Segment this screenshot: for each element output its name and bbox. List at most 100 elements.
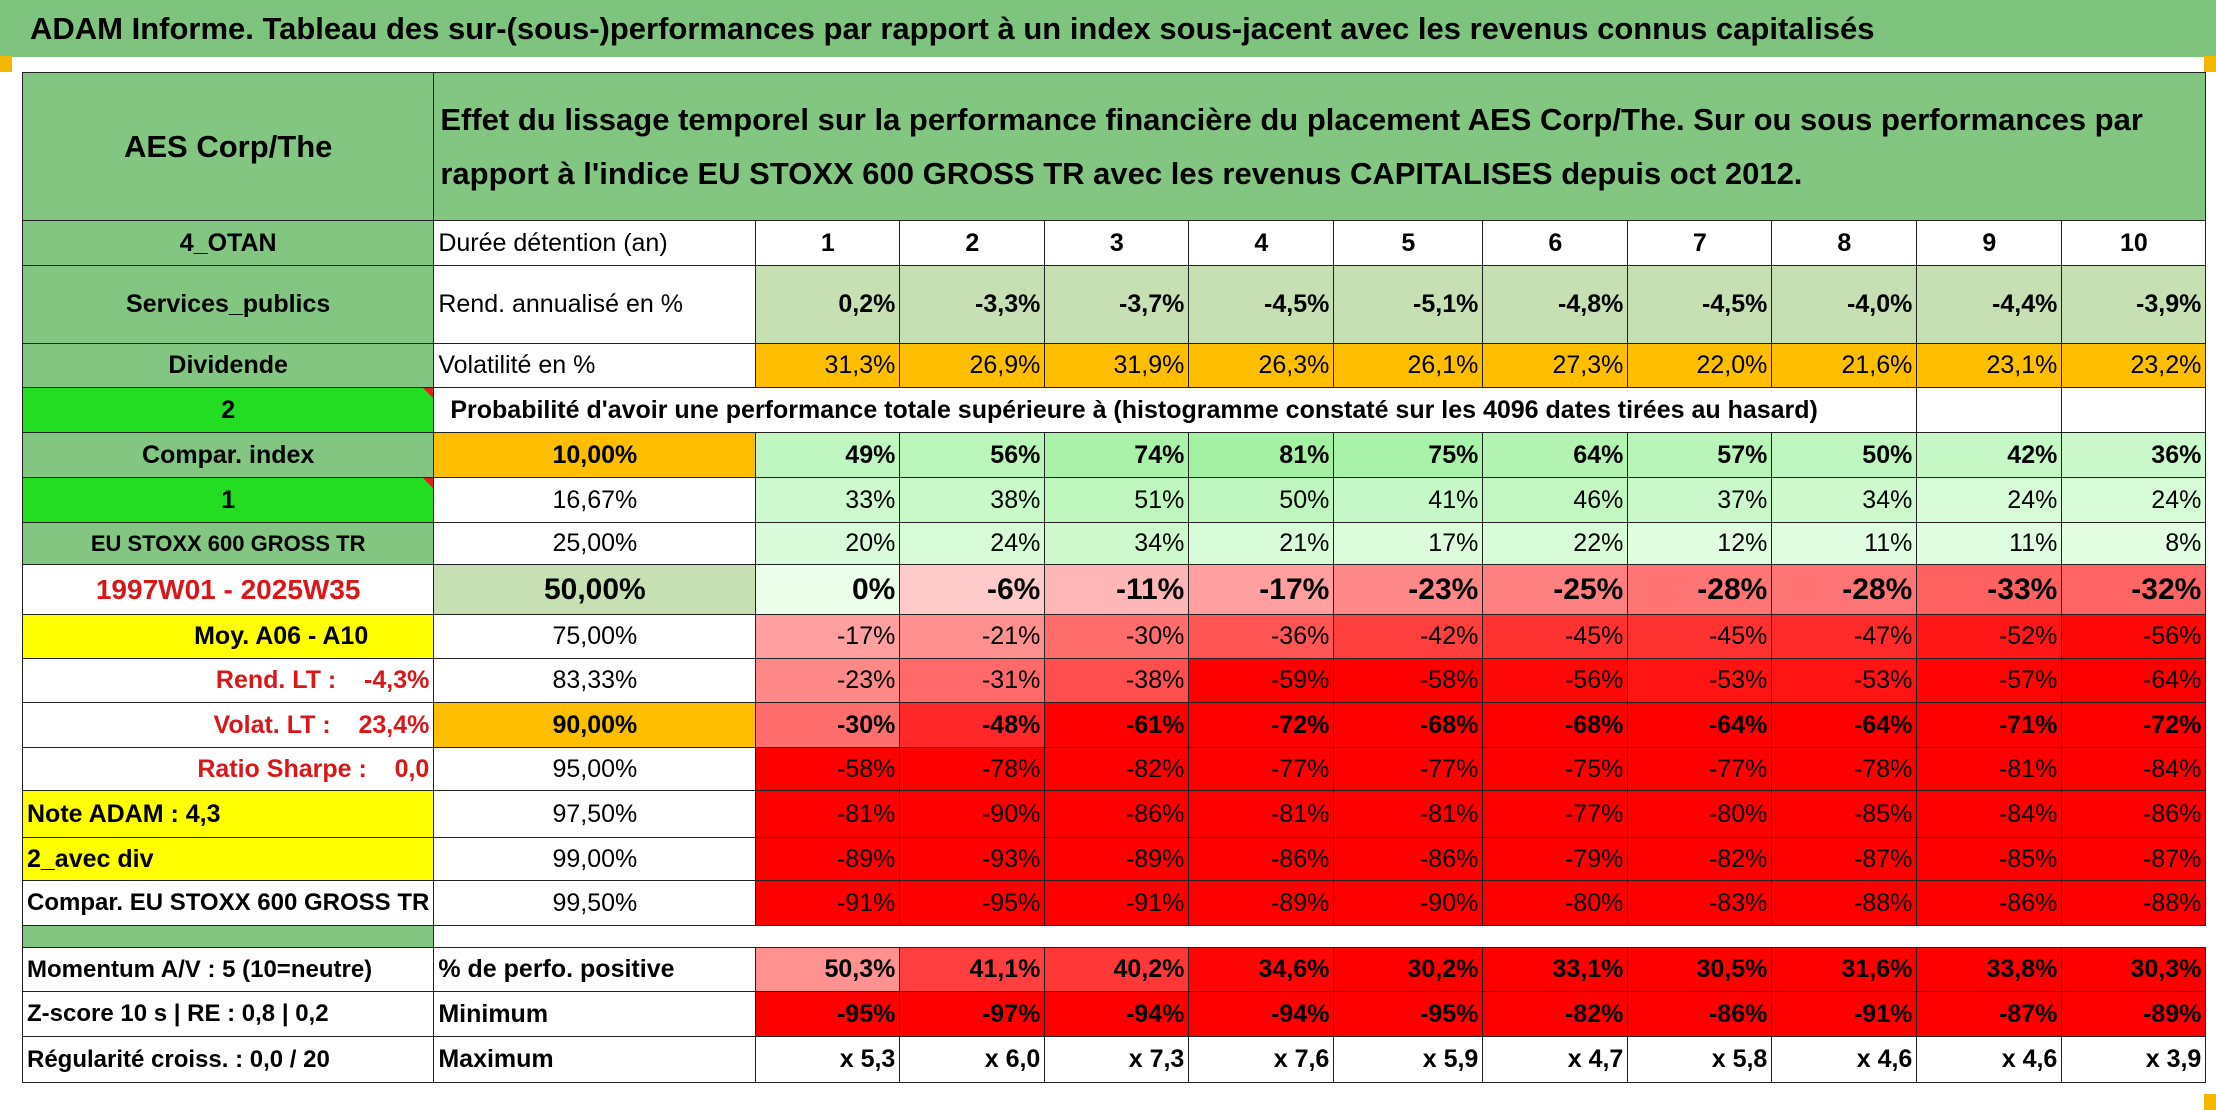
proba-cell: -21% bbox=[899, 614, 1046, 659]
year-cell: 5 bbox=[1333, 220, 1484, 266]
dividend-label: Dividende bbox=[21, 343, 435, 388]
proba-cell: 34% bbox=[1771, 477, 1918, 523]
maximum-left-label: Régularité croiss. : 0,0 / 20 bbox=[21, 1036, 435, 1083]
proba-cell: 24% bbox=[1916, 477, 2063, 523]
proba-cell: 57% bbox=[1627, 432, 1773, 478]
proba-cell: -89% bbox=[1044, 837, 1190, 881]
spacer-row bbox=[21, 925, 2206, 948]
rend-cell: -4,0% bbox=[1771, 265, 1918, 344]
proba-row: EU STOXX 600 GROSS TR 25,00% 20% 24% 34% 21% 1… bbox=[21, 522, 2207, 565]
minimum-row: Z-score 10 s | RE : 0,8 | 0,2 Minimum -95%… bbox=[21, 991, 2207, 1037]
proba-cell: 8% bbox=[2061, 522, 2207, 565]
proba-cell: -77% bbox=[1188, 747, 1335, 791]
proba-cell: -91% bbox=[1044, 880, 1190, 926]
proba-cell: -79% bbox=[1482, 837, 1629, 881]
proba-cell: -86% bbox=[1916, 880, 2063, 926]
perf-pos-cell: 30,3% bbox=[2061, 947, 2207, 992]
proba-row: Ratio Sharpe : 0,0 95,00% -58% -78% -82% -77%… bbox=[21, 747, 2207, 791]
rend-cell: -5,1% bbox=[1333, 265, 1484, 344]
proba-cell: 41% bbox=[1333, 477, 1484, 523]
threshold-cell: 95,00% bbox=[433, 747, 757, 791]
minimum-left-label: Z-score 10 s | RE : 0,8 | 0,2 bbox=[21, 991, 435, 1037]
year-cell: 9 bbox=[1916, 220, 2063, 266]
duree-row: 4_OTAN Durée détention (an) 1 2 3 4 5 6 … bbox=[21, 220, 2207, 266]
perf-pos-cell: 40,2% bbox=[1044, 947, 1190, 992]
sector-label: Services_publics bbox=[21, 265, 435, 344]
proba-cell: 50% bbox=[1771, 432, 1918, 478]
proba-cell: -36% bbox=[1188, 614, 1335, 659]
proba-cell: -31% bbox=[899, 658, 1046, 703]
compar-index-label: Compar. index bbox=[21, 432, 435, 478]
proba-cell: -83% bbox=[1627, 880, 1773, 926]
threshold-cell: 50,00% bbox=[433, 564, 757, 615]
proba-cell: -77% bbox=[1627, 747, 1773, 791]
minimum-cell: -97% bbox=[899, 991, 1046, 1037]
proba-cell: 56% bbox=[899, 432, 1046, 478]
minimum-cell: -89% bbox=[2061, 991, 2207, 1037]
note-label: Note ADAM : 4,3 bbox=[21, 790, 435, 838]
perf-pos-cell: 34,6% bbox=[1188, 947, 1335, 992]
proba-cell: -64% bbox=[1627, 702, 1773, 748]
maximum-cell: x 5,9 bbox=[1333, 1036, 1484, 1083]
perf-pos-left-label: Momentum A/V : 5 (10=neutre) bbox=[21, 947, 435, 992]
year-cell: 4 bbox=[1188, 220, 1335, 266]
proba-cell: -56% bbox=[1482, 658, 1629, 703]
proba-cell: -68% bbox=[1482, 702, 1629, 748]
volat-cell: 26,1% bbox=[1333, 343, 1484, 388]
header-row: AES Corp/The Effet du lissage temporel s… bbox=[21, 72, 2207, 221]
proba-cell: -82% bbox=[1627, 837, 1773, 881]
proba-cell: 37% bbox=[1627, 477, 1773, 523]
proba-cell: -78% bbox=[899, 747, 1046, 791]
rend-cell: -4,5% bbox=[1627, 265, 1773, 344]
proba-row: Note ADAM : 4,3 97,50% -81% -90% -86% -81% -81… bbox=[21, 790, 2207, 838]
threshold-cell: 25,00% bbox=[433, 522, 757, 565]
maximum-cell: x 6,0 bbox=[899, 1036, 1046, 1083]
proba-cell: -95% bbox=[899, 880, 1046, 926]
year-cell: 3 bbox=[1044, 220, 1190, 266]
maximum-cell: x 4,6 bbox=[1916, 1036, 2063, 1083]
proba-cell: -57% bbox=[1916, 658, 2063, 703]
index-name-label: EU STOXX 600 GROSS TR bbox=[21, 522, 435, 565]
proba-cell: 33% bbox=[755, 477, 901, 523]
proba-cell: 34% bbox=[1044, 522, 1190, 565]
proba-cell: -25% bbox=[1482, 564, 1629, 615]
perf-pos-row: Momentum A/V : 5 (10=neutre)% de perfo. … bbox=[21, 947, 2207, 992]
perf-pos-cell: 41,1% bbox=[899, 947, 1046, 992]
maximum-label: Maximum bbox=[433, 1036, 757, 1083]
proba-row: Compar. EU STOXX 600 GROSS TR 99,50% -91% -… bbox=[21, 880, 2207, 926]
volat-cell: 26,9% bbox=[899, 343, 1046, 388]
n1-label: 1 bbox=[21, 477, 435, 523]
proba-cell: -71% bbox=[1916, 702, 2063, 748]
rend-cell: -4,4% bbox=[1916, 265, 2063, 344]
rend-cell: 0,2% bbox=[755, 265, 901, 344]
proba-cell: 0% bbox=[755, 564, 901, 615]
proba-cell: -53% bbox=[1627, 658, 1773, 703]
asset-name: AES Corp/The bbox=[21, 72, 435, 221]
rend-row: Services_publics Rend. annualisé en % 0,… bbox=[21, 265, 2207, 344]
proba-cell: -6% bbox=[899, 564, 1046, 615]
proba-cell: 38% bbox=[899, 477, 1046, 523]
proba-row: 1997W01 - 2025W35 50,00% 0% -6% -11% -17% -23%… bbox=[21, 564, 2207, 615]
header-description: Effet du lissage temporel sur la perform… bbox=[433, 72, 2207, 221]
proba-cell: -89% bbox=[755, 837, 901, 881]
minimum-cell: -95% bbox=[755, 991, 901, 1037]
rend-label: Rend. annualisé en % bbox=[433, 265, 757, 344]
proba-cell: 24% bbox=[2061, 477, 2207, 523]
proba-cell: -81% bbox=[1188, 790, 1335, 838]
volat-label: Volatilité en % bbox=[433, 343, 757, 388]
year-cell: 6 bbox=[1482, 220, 1629, 266]
proba-cell: -52% bbox=[1916, 614, 2063, 659]
proba-cell: -86% bbox=[1333, 837, 1484, 881]
avec-div-label: 2_avec div bbox=[21, 837, 435, 881]
proba-row: Moy. A06 - A10 75,00% -17% -21% -30% -36% -42%… bbox=[21, 614, 2207, 659]
proba-cell: -58% bbox=[1333, 658, 1484, 703]
report-title: ADAM Informe. Tableau des sur-(sous-)per… bbox=[30, 11, 1875, 46]
rend-cell: -4,5% bbox=[1188, 265, 1335, 344]
proba-cell: -42% bbox=[1333, 614, 1484, 659]
duree-label: Durée détention (an) bbox=[433, 220, 757, 266]
rend-lt-label: Rend. LT : -4,3% bbox=[21, 658, 435, 703]
proba-cell: -33% bbox=[1916, 564, 2063, 615]
proba-cell: -90% bbox=[1333, 880, 1484, 926]
perf-pos-cell: 31,6% bbox=[1771, 947, 1918, 992]
proba-cell: -58% bbox=[755, 747, 901, 791]
